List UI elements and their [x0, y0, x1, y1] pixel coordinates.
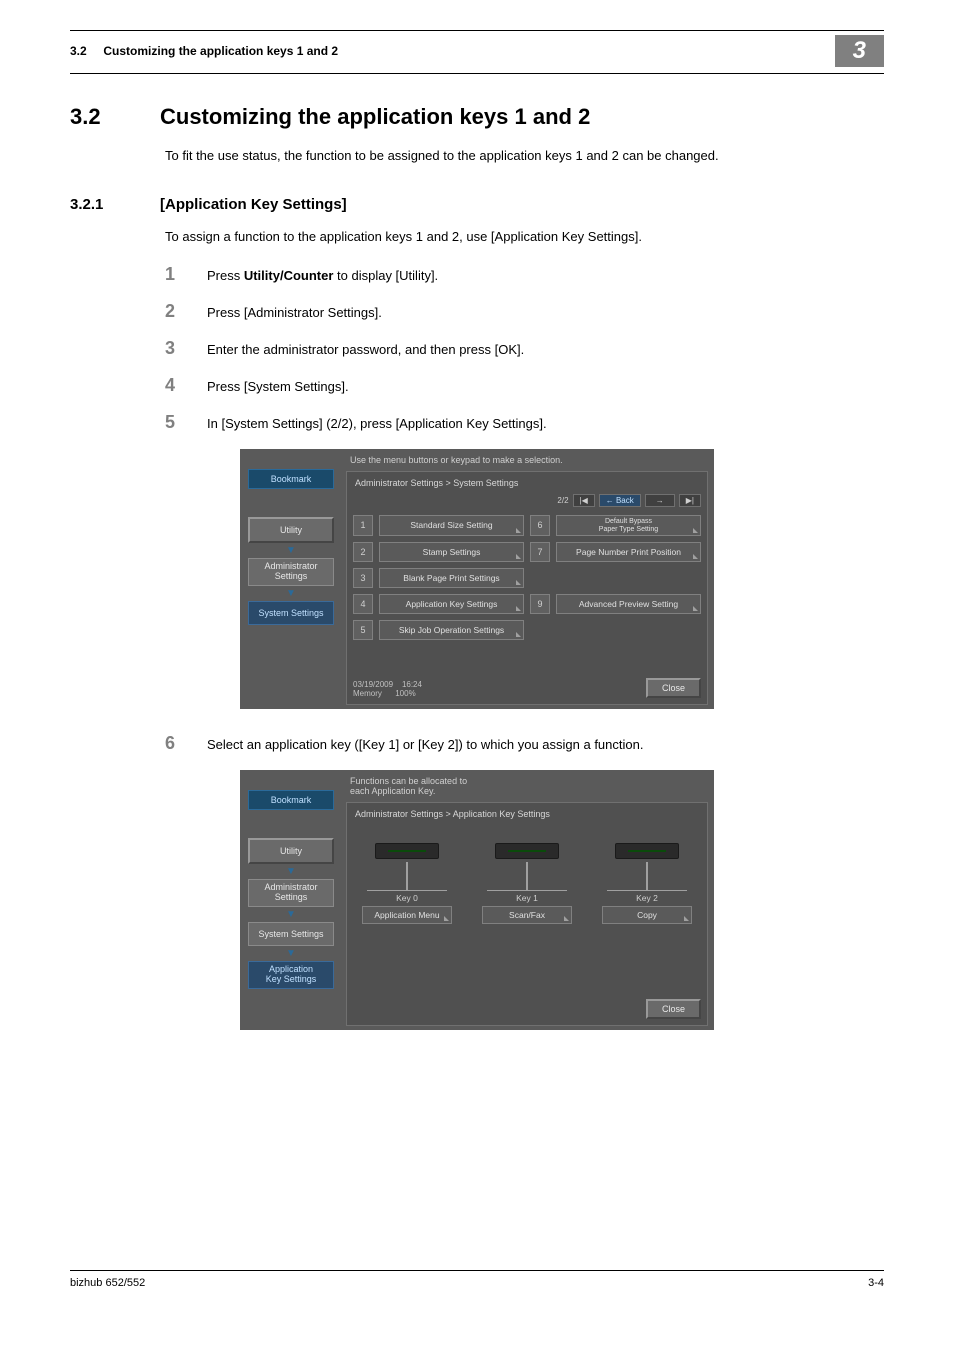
step-text: Enter the administrator password, and th… — [207, 342, 524, 357]
section-title: Customizing the application keys 1 and 2 — [160, 104, 590, 130]
list-number: 5 — [353, 620, 373, 640]
key-label: Key 1 — [516, 893, 538, 903]
nav-utility-button[interactable]: Utility — [248, 838, 334, 864]
pager-last-button[interactable]: ▶| — [679, 494, 701, 507]
subsection-number: 3.2.1 — [70, 196, 130, 213]
key-label: Key 2 — [636, 893, 658, 903]
step-number: 6 — [165, 733, 179, 754]
pager-fwd-button[interactable]: → — [645, 494, 675, 507]
advanced-preview-button[interactable]: Advanced Preview Setting — [556, 594, 701, 614]
subsection-intro: To assign a function to the application … — [165, 227, 884, 247]
bookmark-tab[interactable]: Bookmark — [248, 469, 334, 489]
nav-admin-button[interactable]: Administrator Settings — [248, 879, 334, 907]
page-number-position-button[interactable]: Page Number Print Position — [556, 542, 701, 562]
nav-app-key-settings-button[interactable]: Application Key Settings — [248, 961, 334, 989]
chevron-down-icon: ▼ — [286, 588, 296, 599]
application-key-settings-button[interactable]: Application Key Settings — [379, 594, 524, 614]
default-bypass-button[interactable]: Default Bypass Paper Type Setting — [556, 515, 701, 536]
skip-job-operation-button[interactable]: Skip Job Operation Settings — [379, 620, 524, 640]
key-2-button[interactable]: Copy — [602, 906, 692, 924]
step-row: 2 Press [Administrator Settings]. — [165, 301, 884, 322]
step-number: 3 — [165, 338, 179, 359]
key-1-button[interactable]: Scan/Fax — [482, 906, 572, 924]
step-row: 6 Select an application key ([Key 1] or … — [165, 733, 884, 754]
step-number: 4 — [165, 375, 179, 396]
section-intro: To fit the use status, the function to b… — [165, 146, 884, 166]
system-settings-screenshot: Bookmark Utility ▼ Administrator Setting… — [240, 449, 714, 709]
footer-page: 3-4 — [868, 1277, 884, 1289]
pager-first-button[interactable]: |◀ — [573, 494, 595, 507]
bookmark-tab[interactable]: Bookmark — [248, 790, 334, 810]
step-text: Press [Administrator Settings]. — [207, 305, 382, 320]
list-number: 1 — [353, 515, 373, 536]
chevron-down-icon: ▼ — [286, 948, 296, 959]
blank-page-print-button[interactable]: Blank Page Print Settings — [379, 568, 524, 588]
close-button[interactable]: Close — [646, 678, 701, 698]
chevron-down-icon: ▼ — [286, 545, 296, 556]
key-0-box: Key 0 Application Menu — [362, 843, 452, 924]
list-number: 2 — [353, 542, 373, 562]
step-number: 1 — [165, 264, 179, 285]
header-section-ref: 3.2 — [70, 44, 87, 58]
subsection-title: [Application Key Settings] — [160, 196, 347, 213]
chevron-down-icon: ▼ — [286, 866, 296, 877]
footer-status: 03/19/2009 16:24 Memory 100% — [353, 680, 422, 698]
list-number: 9 — [530, 594, 550, 614]
chevron-down-icon: ▼ — [286, 909, 296, 920]
key-icon — [495, 843, 559, 859]
header-section-title: Customizing the application keys 1 and 2 — [103, 44, 338, 58]
screen-instruction: Functions can be allocated to each Appli… — [346, 774, 708, 802]
breadcrumb: Administrator Settings > System Settings — [353, 478, 701, 488]
stamp-settings-button[interactable]: Stamp Settings — [379, 542, 524, 562]
step-text: Press Utility/Counter to display [Utilit… — [207, 268, 438, 283]
close-button[interactable]: Close — [646, 999, 701, 1019]
nav-utility-button[interactable]: Utility — [248, 517, 334, 543]
application-key-settings-screenshot: Bookmark Utility ▼ Administrator Setting… — [240, 770, 714, 1030]
list-number: 6 — [530, 515, 550, 536]
step-row: 3 Enter the administrator password, and … — [165, 338, 884, 359]
list-number: 3 — [353, 568, 373, 588]
step-text: Select an application key ([Key 1] or [K… — [207, 737, 643, 752]
pager-page: 2/2 — [557, 496, 568, 505]
step-text: Press [System Settings]. — [207, 379, 349, 394]
step-row: 4 Press [System Settings]. — [165, 375, 884, 396]
step-text: In [System Settings] (2/2), press [Appli… — [207, 416, 547, 431]
breadcrumb: Administrator Settings > Application Key… — [353, 809, 701, 819]
chapter-badge: 3 — [835, 35, 884, 67]
list-number: 4 — [353, 594, 373, 614]
screen-instruction: Use the menu buttons or keypad to make a… — [346, 453, 708, 471]
footer-product: bizhub 652/552 — [70, 1277, 145, 1289]
nav-system-settings-button[interactable]: System Settings — [248, 601, 334, 625]
key-icon — [375, 843, 439, 859]
nav-admin-button[interactable]: Administrator Settings — [248, 558, 334, 586]
key-0-button[interactable]: Application Menu — [362, 906, 452, 924]
step-number: 2 — [165, 301, 179, 322]
step-number: 5 — [165, 412, 179, 433]
pager-back-button[interactable]: ← Back — [599, 494, 641, 507]
key-1-box: Key 1 Scan/Fax — [482, 843, 572, 924]
standard-size-setting-button[interactable]: Standard Size Setting — [379, 515, 524, 536]
key-2-box: Key 2 Copy — [602, 843, 692, 924]
key-icon — [615, 843, 679, 859]
list-number: 7 — [530, 542, 550, 562]
nav-system-settings-button[interactable]: System Settings — [248, 922, 334, 946]
page-footer: bizhub 652/552 3-4 — [70, 1270, 884, 1289]
section-number: 3.2 — [70, 104, 130, 130]
step-row: 5 In [System Settings] (2/2), press [App… — [165, 412, 884, 433]
key-label: Key 0 — [396, 893, 418, 903]
page-header: 3.2 Customizing the application keys 1 a… — [70, 35, 884, 74]
step-row: 1 Press Utility/Counter to display [Util… — [165, 264, 884, 285]
